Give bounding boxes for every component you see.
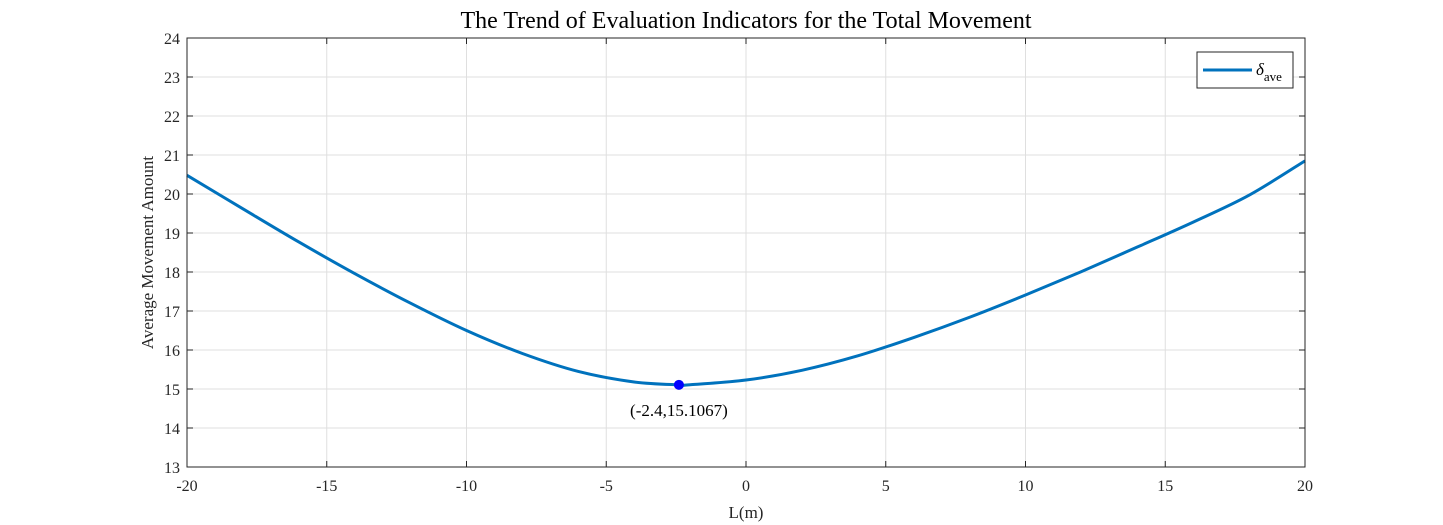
x-tick-label: 5 bbox=[882, 478, 890, 495]
x-tick-label: -15 bbox=[316, 478, 337, 495]
x-tick-label: -10 bbox=[456, 478, 477, 495]
grid bbox=[187, 38, 1305, 467]
legend-subscript: ave bbox=[1264, 69, 1282, 84]
y-tick-label: 20 bbox=[164, 187, 180, 204]
y-axis-title: Average Movement Amount bbox=[138, 156, 157, 350]
x-tick-label: -20 bbox=[176, 478, 197, 495]
minimum-annotation: (-2.4,15.1067) bbox=[630, 401, 728, 420]
y-tick-labels: 13 14 15 16 17 18 19 20 21 22 23 24 bbox=[164, 31, 180, 477]
legend-label: δave bbox=[1256, 60, 1282, 84]
chart-title: The Trend of Evaluation Indicators for t… bbox=[460, 8, 1031, 34]
legend-symbol: δ bbox=[1256, 60, 1265, 79]
x-tick-label: 10 bbox=[1018, 478, 1034, 495]
x-tick-label: 15 bbox=[1157, 478, 1173, 495]
x-tick-labels: -20 -15 -10 -5 0 5 10 15 20 bbox=[176, 478, 1313, 495]
x-axis-title: L(m) bbox=[729, 503, 764, 522]
y-tick-label: 15 bbox=[164, 382, 180, 399]
series-layer: (-2.4,15.1067) bbox=[186, 159, 1306, 420]
x-tick-label: 20 bbox=[1297, 478, 1313, 495]
ticks bbox=[186, 37, 1306, 468]
series-line bbox=[186, 159, 1306, 387]
y-tick-label: 17 bbox=[164, 304, 180, 321]
y-tick-label: 13 bbox=[164, 460, 180, 477]
minimum-marker bbox=[673, 379, 684, 390]
x-tick-label: 0 bbox=[742, 478, 750, 495]
y-tick-label: 19 bbox=[164, 226, 180, 243]
y-tick-label: 22 bbox=[164, 109, 180, 126]
y-tick-label: 21 bbox=[164, 148, 180, 165]
y-tick-label: 23 bbox=[164, 70, 180, 87]
x-tick-label: -5 bbox=[600, 478, 613, 495]
legend: δave bbox=[1196, 51, 1294, 89]
y-tick-label: 24 bbox=[164, 31, 180, 48]
y-tick-label: 18 bbox=[164, 265, 180, 282]
y-tick-label: 14 bbox=[164, 421, 180, 438]
y-tick-label: 16 bbox=[164, 343, 180, 360]
